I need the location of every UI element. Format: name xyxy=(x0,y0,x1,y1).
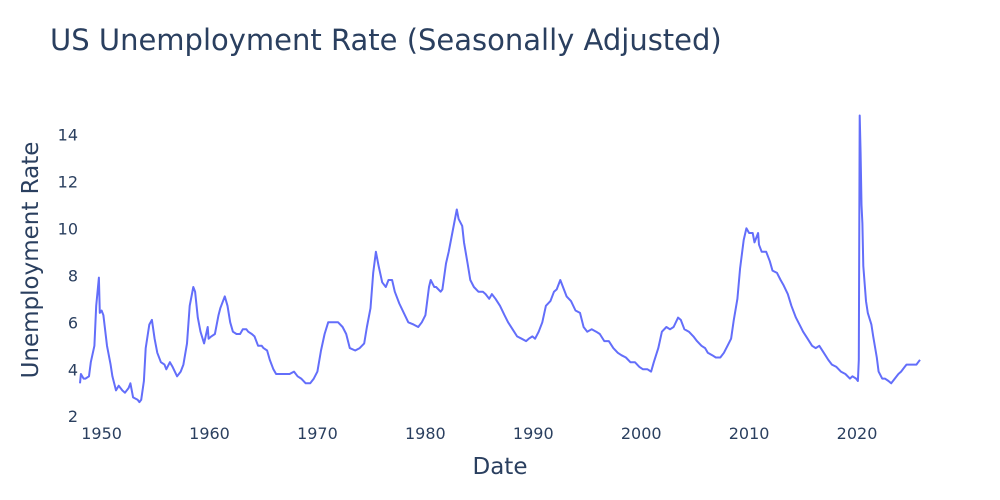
y-tick-label: 6 xyxy=(68,313,78,332)
x-tick-label: 1980 xyxy=(405,424,446,443)
x-axis-title: Date xyxy=(473,454,528,480)
x-tick-label: 1970 xyxy=(297,424,338,443)
chart-title: US Unemployment Rate (Seasonally Adjuste… xyxy=(50,23,722,57)
x-tick-label: 1990 xyxy=(513,424,554,443)
x-tick-label: 2000 xyxy=(621,424,662,443)
series-line xyxy=(79,114,921,404)
x-axis-ticks: 1950 1960 1970 1980 1990 2000 2010 2020 xyxy=(81,424,877,443)
x-tick-label: 2010 xyxy=(729,424,770,443)
x-tick-label: 2020 xyxy=(837,424,878,443)
y-tick-label: 14 xyxy=(58,125,78,144)
y-tick-label: 2 xyxy=(68,407,78,426)
x-tick-label: 1960 xyxy=(189,424,230,443)
y-tick-label: 12 xyxy=(58,172,78,191)
y-tick-label: 8 xyxy=(68,266,78,285)
y-axis-title: Unemployment Rate xyxy=(18,142,44,379)
x-tick-label: 1950 xyxy=(81,424,122,443)
y-tick-label: 10 xyxy=(58,219,78,238)
y-axis-ticks: 2 4 6 8 10 12 14 xyxy=(58,125,78,426)
y-tick-label: 4 xyxy=(68,360,78,379)
